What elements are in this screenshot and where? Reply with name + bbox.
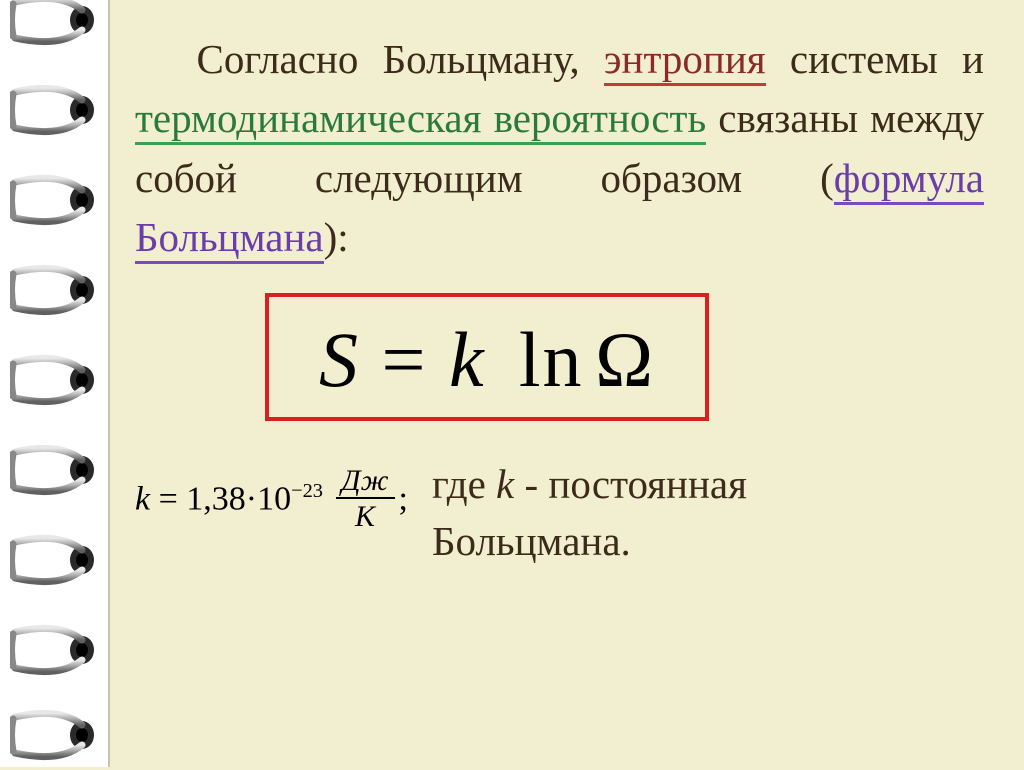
slide-content: Согласно Больцману, энтропия системы и т… <box>135 30 984 571</box>
const-eq: = 1,38 <box>150 480 246 517</box>
formula-S: S <box>319 316 360 403</box>
spiral-ring <box>10 530 100 590</box>
explain-line2: Больцмана. <box>432 518 631 564</box>
const-unit-fraction: Дж К <box>336 464 395 535</box>
intro-text-1: Согласно Больцману, <box>197 36 604 82</box>
const-unit-num: Дж <box>336 464 395 499</box>
const-dot: · <box>246 480 257 517</box>
boltzmann-formula: S = k lnΩ <box>319 315 655 405</box>
spiral-binding <box>0 0 110 767</box>
explain-k: k <box>496 461 524 507</box>
explain-dash: - постоянная <box>525 461 747 507</box>
constant-explanation: где k - постоянная Больцмана. <box>432 456 747 571</box>
const-exp: −23 <box>291 480 323 502</box>
spiral-ring <box>10 350 100 410</box>
spiral-ring <box>10 170 100 230</box>
bottom-row: k = 1,38·10−23 Дж К ; где k - постоянная… <box>135 456 984 571</box>
formula-k: k <box>449 316 486 403</box>
explain-where: где <box>432 461 496 507</box>
spiral-ring <box>10 705 100 765</box>
spiral-ring <box>10 260 100 320</box>
term-entropy: энтропия <box>604 36 766 86</box>
const-unit-den: К <box>336 499 395 535</box>
const-ten: 10 <box>257 480 291 517</box>
intro-paragraph: Согласно Больцману, энтропия системы и т… <box>135 30 984 268</box>
spiral-ring <box>10 0 100 50</box>
spiral-ring <box>10 620 100 680</box>
intro-text-2: системы и <box>766 36 984 82</box>
const-k: k <box>135 480 150 517</box>
formula-eq: = <box>360 316 449 403</box>
boltzmann-constant: k = 1,38·10−23 Дж К ; <box>135 456 432 537</box>
const-semi: ; <box>399 480 408 517</box>
formula-ln: ln <box>497 316 583 403</box>
spiral-ring <box>10 80 100 140</box>
boltzmann-formula-box: S = k lnΩ <box>265 293 709 421</box>
formula-omega: Ω <box>595 316 655 403</box>
term-thermo: термодинамическая вероятность <box>135 95 706 145</box>
intro-text-4: ): <box>324 214 349 260</box>
spiral-ring <box>10 440 100 500</box>
